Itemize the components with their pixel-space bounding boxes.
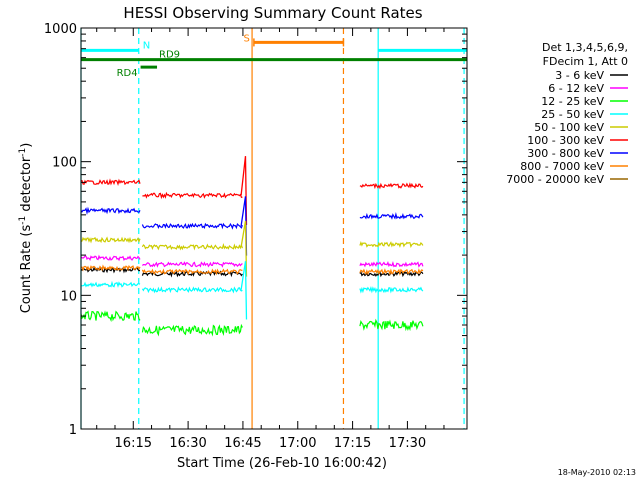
legend-item-label-1: 6 - 12 keV [548, 82, 604, 95]
x-tick-label-3: 17:00 [279, 436, 316, 451]
x-axis-label: Start Time (26-Feb-10 16:00:42) [177, 456, 387, 471]
series-line-6-segment-2 [359, 211, 424, 220]
legend-header-line-2: FDecim 1, Att 0 [543, 55, 628, 68]
legend-item-label-6: 300 - 800 keV [527, 147, 604, 160]
legend-item-label-2: 12 - 25 keV [541, 95, 604, 108]
series-line-2-segment-0 [80, 310, 141, 323]
legend: Det 1,3,4,5,6,9, FDecim 1, Att 0 3 - 6 k… [506, 41, 628, 186]
series-line-2-segment-2 [359, 318, 424, 332]
flare-rise-spike-2 [240, 220, 248, 277]
y-axis-ticks: 1 10 100 1000 [44, 22, 467, 438]
series-line-7-segment-2 [359, 268, 424, 277]
chart-title: HESSI Observing Summary Count Rates [123, 4, 422, 22]
interval-label-4: RD4 [117, 68, 138, 79]
y-tick-label-2: 100 [52, 156, 77, 171]
legend-item-label-8: 7000 - 20000 keV [506, 173, 604, 186]
x-axis-ticks: 16:15 16:30 16:45 17:00 17:15 17:30 [96, 28, 445, 451]
x-tick-label-4: 17:15 [334, 436, 371, 451]
interval-bars: N S RD4 RD9 [81, 33, 467, 79]
y-tick-label-3: 1000 [44, 22, 77, 37]
plot-frame [80, 27, 468, 430]
x-tick-label-1: 16:30 [169, 436, 206, 451]
series-line-4-segment-1 [141, 243, 243, 251]
series-line-6-segment-1 [141, 222, 243, 230]
series-line-1-segment-2 [359, 260, 424, 268]
legend-item-label-5: 100 - 300 keV [527, 134, 604, 147]
generation-timestamp: 18-May-2010 02:13 [558, 468, 636, 477]
interval-label-0: N [143, 40, 150, 51]
series-line-5-segment-2 [359, 182, 424, 190]
legend-item-label-7: 800 - 7000 keV [520, 160, 604, 173]
series-line-4-segment-0 [80, 236, 141, 244]
series-line-1-segment-1 [141, 261, 243, 268]
y-tick-label-1: 10 [60, 289, 77, 304]
legend-item-label-3: 25 - 50 keV [541, 108, 604, 121]
series-line-0-segment-0 [80, 266, 141, 274]
x-tick-label-0: 16:15 [115, 436, 152, 451]
series-line-6-segment-0 [80, 206, 141, 215]
x-tick-label-2: 16:45 [224, 436, 261, 451]
y-tick-label-0: 1 [69, 423, 77, 438]
legend-item-label-4: 50 - 100 keV [534, 121, 604, 134]
series-line-7-segment-1 [141, 268, 243, 276]
series-line-4-segment-2 [359, 241, 424, 248]
series-line-7-segment-0 [80, 264, 141, 272]
series-line-3-segment-0 [80, 280, 141, 288]
series-line-2-segment-1 [141, 323, 243, 337]
series-line-3-segment-2 [359, 285, 424, 294]
interval-label-5: RD9 [159, 50, 180, 61]
legend-header-line-1: Det 1,3,4,5,6,9, [542, 41, 628, 54]
series-line-5-segment-0 [80, 178, 141, 186]
interval-label-2: S [244, 33, 250, 44]
x-tick-label-5: 17:30 [389, 436, 426, 451]
flare-rise-spike-3 [240, 261, 248, 320]
series-line-3-segment-1 [141, 286, 243, 294]
legend-item-label-0: 3 - 6 keV [555, 69, 604, 82]
y-axis-label: Count Rate (s-1 detector-1) [18, 143, 34, 314]
series-layer [80, 156, 424, 337]
series-line-5-segment-1 [142, 191, 243, 200]
series-line-1-segment-0 [80, 254, 141, 262]
